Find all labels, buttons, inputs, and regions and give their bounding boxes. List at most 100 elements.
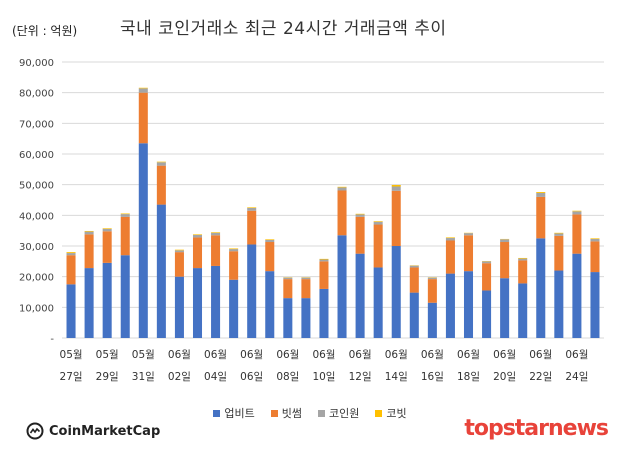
x-tick-label-day: 08일 xyxy=(276,370,299,383)
bar-segment xyxy=(138,143,148,338)
bar-segment xyxy=(482,261,492,264)
bar-segment xyxy=(265,271,275,338)
bar-segment xyxy=(590,272,600,338)
x-tick-label-month: 06월 xyxy=(276,349,299,361)
bar-segment xyxy=(192,234,203,235)
bar-segment xyxy=(373,224,383,268)
bar-segment xyxy=(66,252,76,254)
coinmarketcap-logo: CoinMarketCap xyxy=(26,422,160,440)
bar-segment xyxy=(590,241,600,273)
bar-segment xyxy=(66,255,76,285)
legend-swatch-upbit xyxy=(213,409,221,417)
bar-segment xyxy=(174,250,184,253)
legend-item-coinone: 코인원 xyxy=(318,405,359,421)
x-tick-label-day: 02일 xyxy=(168,370,191,383)
bar-segment xyxy=(445,237,455,239)
x-tick-label-month: 06월 xyxy=(493,349,516,361)
bar-segment xyxy=(265,239,275,240)
y-tick-label: 80,000 xyxy=(19,89,54,100)
bar-segment xyxy=(536,196,546,239)
legend-label-korbit: 코빗 xyxy=(386,407,407,420)
x-tick-label-day: 10일 xyxy=(312,370,335,383)
x-tick-label-month: 06월 xyxy=(529,349,552,361)
bar-segment xyxy=(265,239,275,243)
y-tick-label: 60,000 xyxy=(19,150,54,161)
y-tick-label: - xyxy=(50,334,54,345)
bar-segment xyxy=(120,214,130,217)
bar-segment xyxy=(84,231,94,235)
y-tick-label: 50,000 xyxy=(19,181,54,192)
x-tick-label-month: 06월 xyxy=(168,349,191,361)
bar-segment xyxy=(554,270,564,338)
x-tick-label-month: 06월 xyxy=(565,349,588,361)
x-tick-label-month: 06월 xyxy=(204,349,227,361)
bar-segment xyxy=(301,298,311,338)
bar-segment xyxy=(156,204,166,338)
x-tick-label-day: 29일 xyxy=(96,370,119,383)
bar-segment xyxy=(373,221,383,222)
stacked-bar-chart: - 10,000 20,000 30,000 40,000 50,000 60,000 70,… xyxy=(19,58,604,383)
bar-segment xyxy=(211,265,221,338)
bar-segment xyxy=(572,211,582,215)
legend-item-upbit: 업비트 xyxy=(213,405,255,421)
bar-segment xyxy=(463,271,474,338)
legend-label-bithumb: 빗썸 xyxy=(281,407,302,420)
chart-legend: 업비트 빗썸 코인원 코빗 xyxy=(0,405,620,421)
bar-segment xyxy=(337,186,347,188)
bar-segment xyxy=(319,258,329,260)
coinmarketcap-text: CoinMarketCap xyxy=(49,423,161,439)
bar-segment xyxy=(355,213,365,215)
bar-segment xyxy=(355,216,365,254)
bar-segment xyxy=(247,210,257,245)
bar-segment xyxy=(120,216,130,256)
x-tick-label-month: 05월 xyxy=(96,349,119,361)
legend-label-upbit: 업비트 xyxy=(224,407,255,420)
bar-segment xyxy=(66,284,76,338)
x-tick-label-day: 31일 xyxy=(132,370,155,383)
legend-label-coinone: 코인원 xyxy=(329,407,360,420)
bar-segment xyxy=(102,231,112,263)
x-tick-label-day: 18일 xyxy=(457,370,480,383)
bar-segment xyxy=(102,228,112,232)
bar-segment xyxy=(229,279,239,338)
bar-segment xyxy=(572,253,582,338)
bar-segment xyxy=(211,232,221,236)
bar-segment xyxy=(391,184,401,187)
bar-segment xyxy=(84,230,94,232)
bar-segment xyxy=(373,221,383,225)
bar-segment xyxy=(102,228,112,229)
bar-segment xyxy=(301,277,311,280)
bar-segment xyxy=(445,240,455,274)
bar-segment xyxy=(138,88,148,93)
bar-segment xyxy=(500,278,510,338)
topstarnews-logo: topstarnews xyxy=(464,416,609,441)
bar-segment xyxy=(391,186,401,191)
bar-segment xyxy=(66,253,76,256)
bar-segment xyxy=(265,242,275,272)
bar-segment xyxy=(337,190,347,236)
y-tick-label: 90,000 xyxy=(19,58,54,69)
bar-segment xyxy=(355,253,365,338)
x-tick-label-day: 24일 xyxy=(565,370,588,383)
legend-swatch-korbit xyxy=(375,409,383,417)
bar-segment xyxy=(138,92,148,144)
bar-segment xyxy=(572,210,582,212)
bar-segment xyxy=(156,162,166,166)
x-tick-label-month: 06월 xyxy=(312,349,335,361)
unit-label: (단위 : 억원) xyxy=(12,24,78,38)
x-tick-label-month: 06월 xyxy=(421,349,444,361)
bar-segment xyxy=(572,214,582,254)
bar-segment xyxy=(174,252,184,277)
bar-segment xyxy=(229,249,239,252)
bar-segment xyxy=(337,187,347,191)
bar-segment xyxy=(192,237,203,269)
bar-segment xyxy=(554,233,564,236)
y-tick-label: 30,000 xyxy=(19,242,54,253)
bar-segment xyxy=(409,265,419,268)
bar-segment xyxy=(536,192,546,193)
bar-segment xyxy=(445,273,455,338)
bar-segment xyxy=(211,232,221,233)
bar-segment xyxy=(536,192,546,197)
bar-segment xyxy=(482,263,492,291)
bar-segment xyxy=(102,262,112,338)
